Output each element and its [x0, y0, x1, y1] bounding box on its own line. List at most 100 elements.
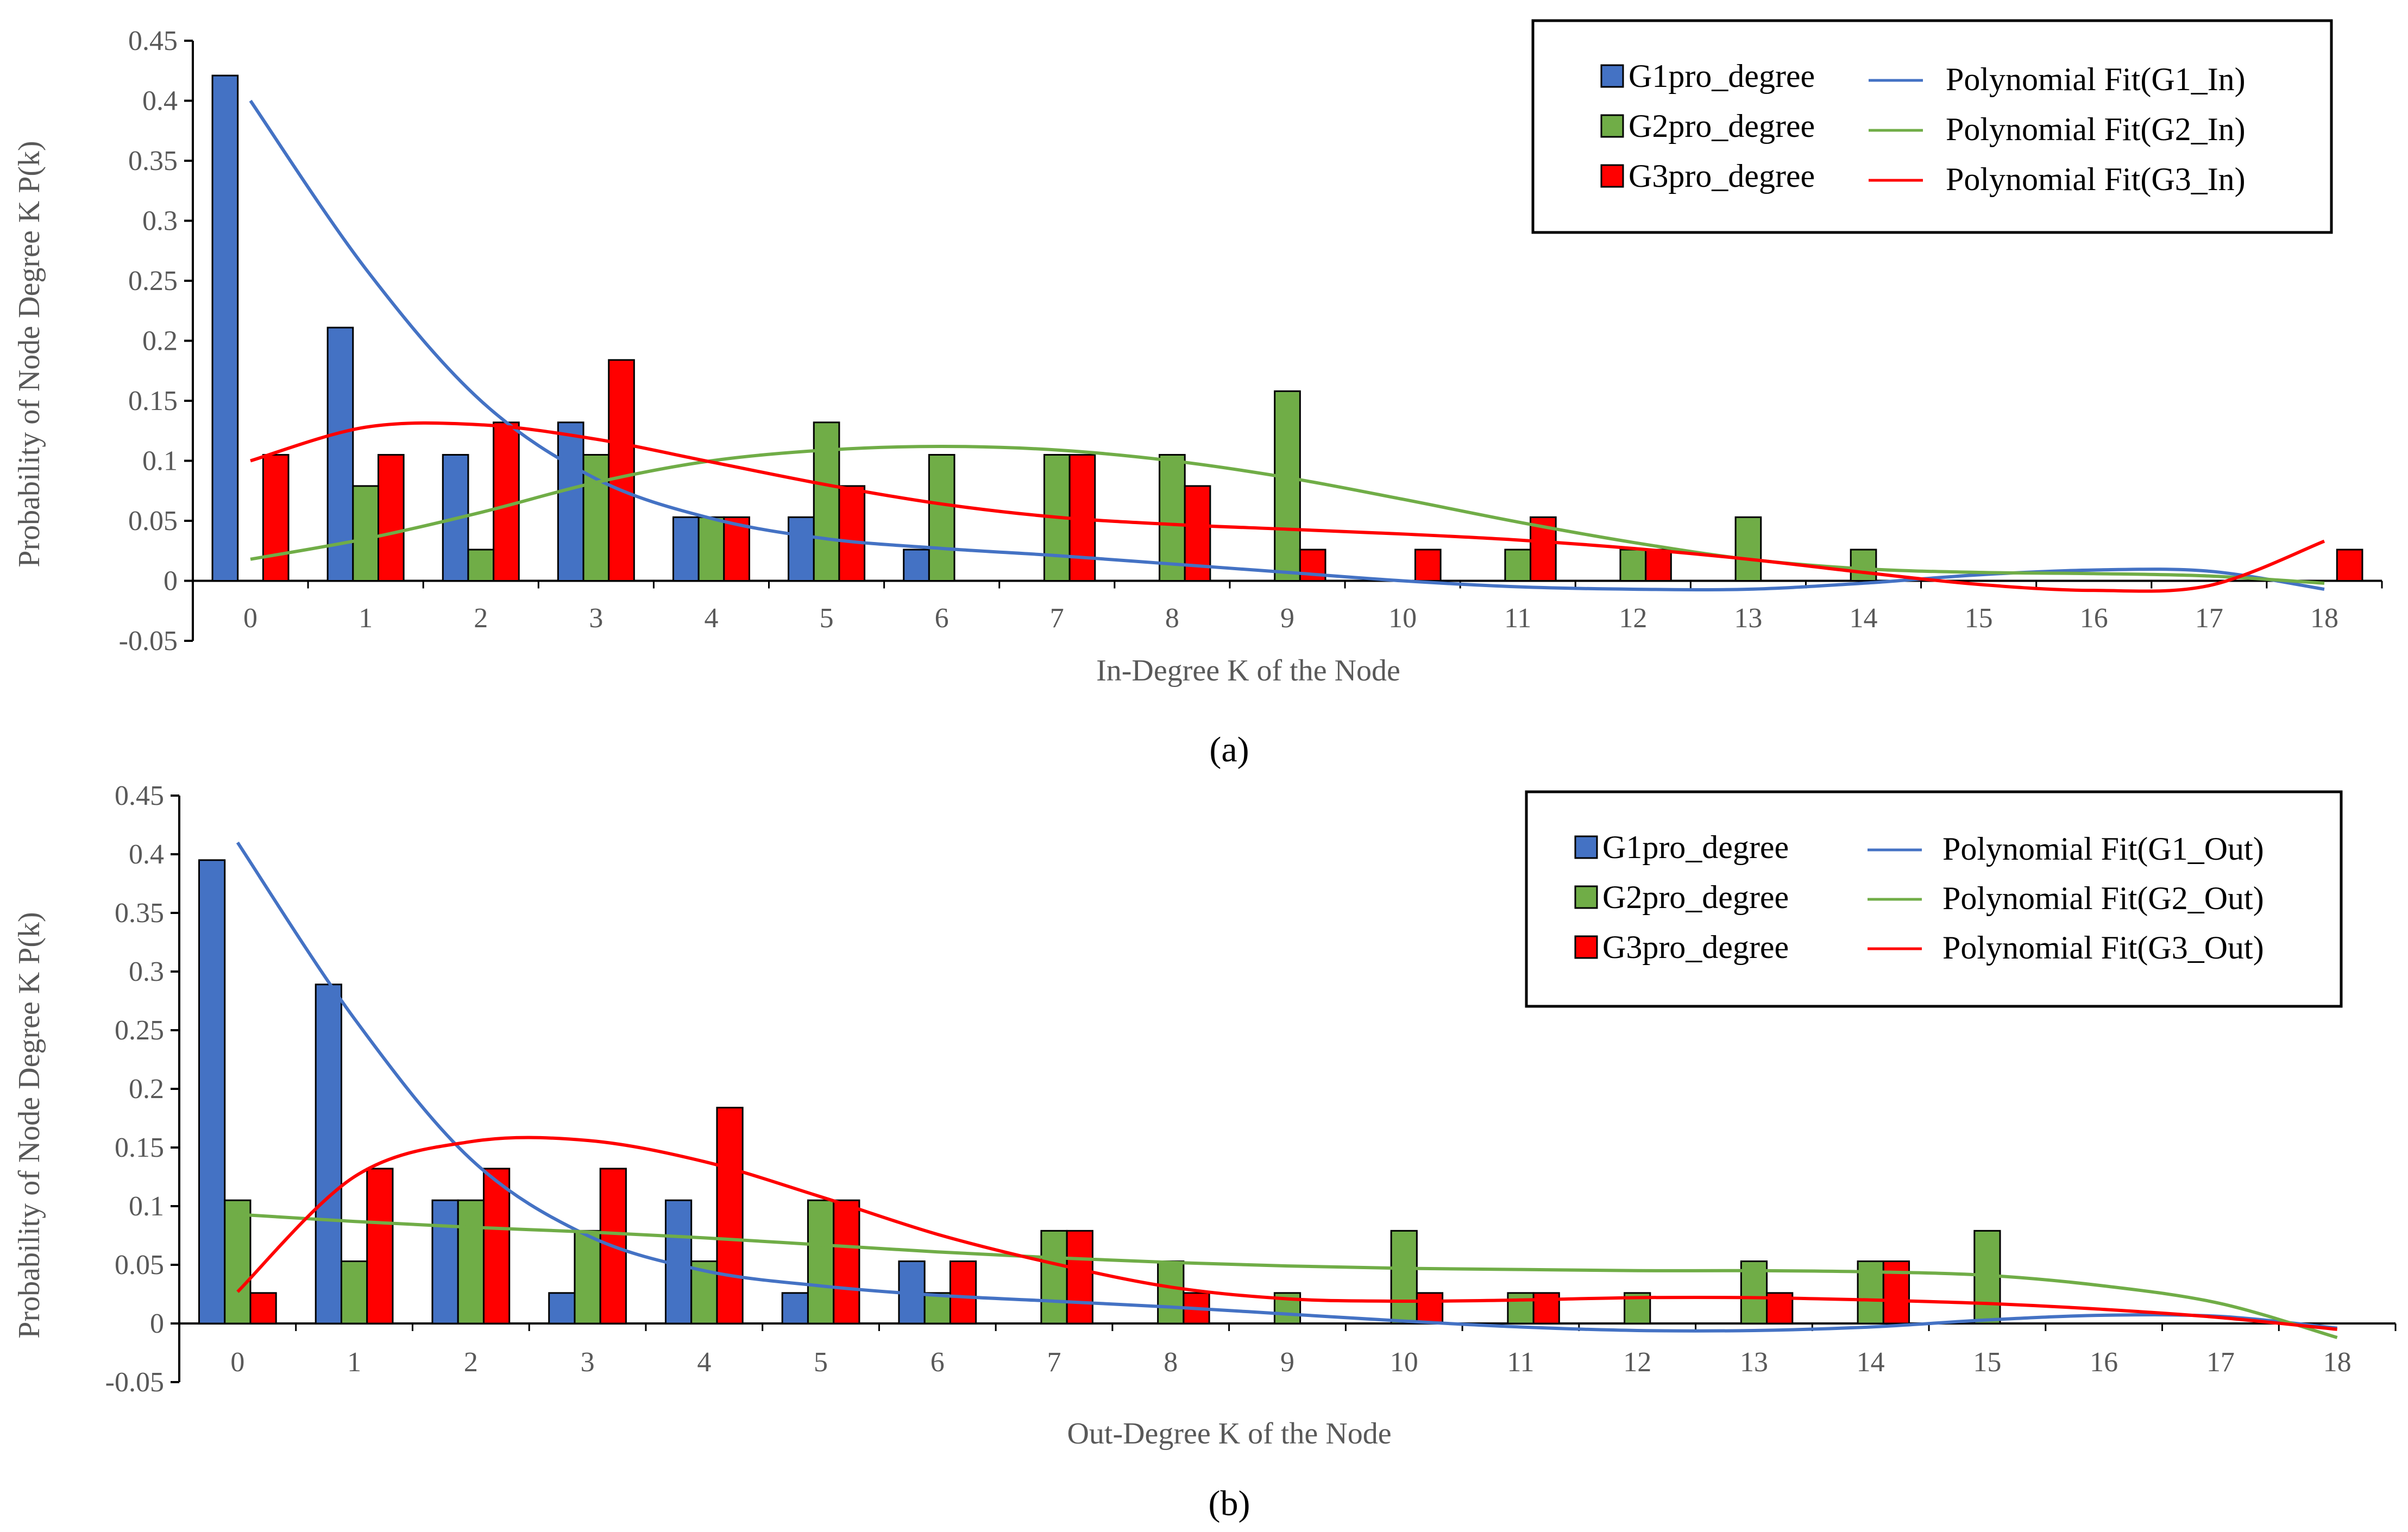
chart-a-bar-g2	[1850, 549, 1877, 582]
chart-a-x-tick-label: 10	[1388, 603, 1417, 634]
chart-b-bar-g2	[923, 1292, 951, 1325]
chart-a-x-tick-label: 0	[243, 603, 257, 634]
chart-a-bar-g2	[1619, 549, 1647, 582]
chart-a-bar-g1	[903, 549, 930, 582]
chart-b-x-tick-label: 14	[1857, 1347, 1885, 1378]
chart-a-bar-g3	[1414, 549, 1442, 582]
chart-b-bar-g3	[249, 1292, 277, 1325]
chart-b-x-tick-label: 18	[2323, 1347, 2352, 1378]
chart-b-legend-label-g1: G1pro_degree	[1602, 829, 1789, 865]
chart-a-x-tick-label: 1	[359, 603, 373, 634]
chart-b-x-tick-label: 15	[1973, 1347, 2001, 1378]
chart-a-legend-swatch-g1	[1600, 64, 1624, 88]
chart-b-x-tick-label: 4	[697, 1347, 711, 1378]
chart-a-x-tick-label: 18	[2310, 603, 2338, 634]
chart-b-bar-g2	[574, 1230, 601, 1325]
chart-b-legend: G1pro_degree G2pro_degree G3pro_degree P…	[1525, 790, 2343, 1008]
chart-b-x-tick-label: 13	[1740, 1347, 1768, 1378]
chart-a-y-tick-label: 0.3	[142, 206, 178, 237]
chart-b-bar-g2	[224, 1199, 252, 1325]
chart-b-y-tick-label: 0.25	[115, 1015, 164, 1046]
chart-b-x-tick-label: 16	[2090, 1347, 2118, 1378]
chart-a-x-tick-label: 13	[1734, 603, 1762, 634]
chart-a-x-axis-title: In-Degree K of the Node	[1096, 654, 1400, 688]
chart-a-legend-box	[1531, 19, 2333, 234]
chart-a-bar-g3	[608, 359, 635, 582]
chart-b-x-tick-label: 5	[814, 1347, 828, 1378]
chart-b-fit-line-g1	[236, 841, 2337, 1333]
chart-b-bar-g2	[457, 1199, 485, 1325]
chart-b-x-tick-label: 8	[1164, 1347, 1178, 1378]
chart-b-y-tick-label: 0.2	[129, 1074, 164, 1105]
chart-b-y-axis-title: Probability of Node Degree K P(k)	[12, 912, 46, 1338]
chart-b-x-tick-label: 11	[1507, 1347, 1534, 1378]
chart-b-y-tick-label: 0	[150, 1308, 164, 1339]
chart-a-bar-g3	[493, 421, 520, 582]
chart-b-bar-g3	[949, 1260, 977, 1325]
chart-b-x-tick-label: 9	[1280, 1347, 1294, 1378]
chart-a-x-tick-label: 4	[704, 603, 718, 634]
chart-a-bar-g1	[672, 516, 700, 582]
chart-a-x-tick-label: 14	[1850, 603, 1878, 634]
chart-a-bar-g2	[467, 549, 495, 582]
chart-b-bar-g2	[1507, 1292, 1535, 1325]
chart-a-bar-g3	[723, 516, 750, 582]
chart-b-bar-g2	[807, 1199, 835, 1325]
chart-a-x-tick-label: 2	[474, 603, 488, 634]
chart-a-legend-swatch-g2	[1600, 114, 1624, 138]
chart-b-y-tick-label: 0.1	[129, 1191, 164, 1222]
chart-a-y-tick-label: 0	[164, 566, 178, 597]
chart-a-bar-g2	[928, 453, 955, 582]
chart-b-y-tick-label: 0.15	[115, 1132, 164, 1163]
chart-b-bar-g1	[315, 983, 342, 1325]
chart-a-bar-g2	[352, 485, 379, 582]
chart-b-fit-line-g2	[237, 1213, 2338, 1339]
chart-a-bar-g1	[788, 516, 815, 582]
chart-a-bar-g1	[326, 326, 354, 582]
chart-b-y-tick-label: 0.4	[129, 839, 164, 870]
chart-b-bar-g2	[340, 1260, 368, 1325]
chart-a-legend-label-g3: G3pro_degree	[1629, 158, 1815, 194]
chart-a-x-tick-label: 3	[589, 603, 603, 634]
chart-b-legend-box	[1525, 790, 2343, 1008]
chart-a-legend-swatch-g3	[1600, 164, 1624, 188]
chart-b-legend-swatch-g1	[1574, 835, 1598, 859]
chart-a-bar-g3	[838, 485, 866, 582]
chart-a-bar-g2	[697, 516, 725, 582]
chart-a-x-tick-label: 8	[1165, 603, 1179, 634]
chart-b-fit-line-g3	[236, 1136, 2337, 1331]
chart-a-x-tick-label: 16	[2080, 603, 2108, 634]
chart-a-y-tick-label: 0.1	[142, 446, 178, 477]
chart-b-bar-g1	[548, 1292, 576, 1325]
chart-panel-a: -0.05 0 0.05 0.1 0.15 0.2 0.25 0.3 0.35 0.4 0.45 0 1…	[12, 19, 2383, 770]
chart-b-panel-label: (b)	[1209, 1484, 1250, 1523]
chart-a-x-tick-label: 9	[1280, 603, 1294, 634]
chart-b-y-tick-label: 0.35	[115, 898, 164, 929]
chart-a-y-tick-label: 0.25	[128, 266, 178, 297]
chart-a-legend-label-g1: G1pro_degree	[1629, 58, 1815, 94]
chart-b-x-tick-label: 7	[1047, 1347, 1061, 1378]
chart-b-bar-g2	[1157, 1260, 1185, 1325]
chart-b-x-tick-label: 3	[581, 1347, 595, 1378]
chart-a-y-axis-title: Probability of Node Degree K P(k)	[12, 141, 46, 567]
chart-a-x-tick-label: 7	[1050, 603, 1064, 634]
chart-a-fit-line-g1	[249, 99, 2325, 591]
chart-a-x-tick-label: 17	[2195, 603, 2223, 634]
chart-a-x-tick-label: 15	[1965, 603, 1993, 634]
chart-b-legend-label-fit-g1: Polynomial Fit(G1_Out)	[1942, 831, 2264, 867]
chart-b-x-tick-label: 10	[1390, 1347, 1418, 1378]
chart-b-x-tick-label: 12	[1623, 1347, 1651, 1378]
chart-a-y-tick-label: 0.15	[128, 386, 178, 417]
chart-b-bar-g3	[716, 1107, 744, 1325]
chart-a-bar-g2	[1159, 453, 1186, 582]
chart-a-legend-label-fit-g3: Polynomial Fit(G3_In)	[1946, 161, 2246, 197]
chart-a-legend-label-fit-g1: Polynomial Fit(G1_In)	[1946, 61, 2246, 97]
chart-panel-b: -0.05 0 0.05 0.1 0.15 0.2 0.25 0.3 0.35 0.4 0.45 0 1…	[12, 780, 2397, 1523]
chart-a-x-tick-label: 5	[820, 603, 834, 634]
chart-b-bar-g3	[366, 1168, 394, 1325]
chart-a-y-tick-label: -0.05	[119, 626, 178, 657]
chart-b-x-tick-label: 17	[2206, 1347, 2235, 1378]
chart-b-plot: -0.05 0 0.05 0.1 0.15 0.2 0.25 0.3 0.35 0.4 0.45 0 1…	[105, 780, 2397, 1398]
chart-b-bar-g3	[482, 1168, 511, 1325]
chart-a-x-tick-label: 11	[1504, 603, 1531, 634]
